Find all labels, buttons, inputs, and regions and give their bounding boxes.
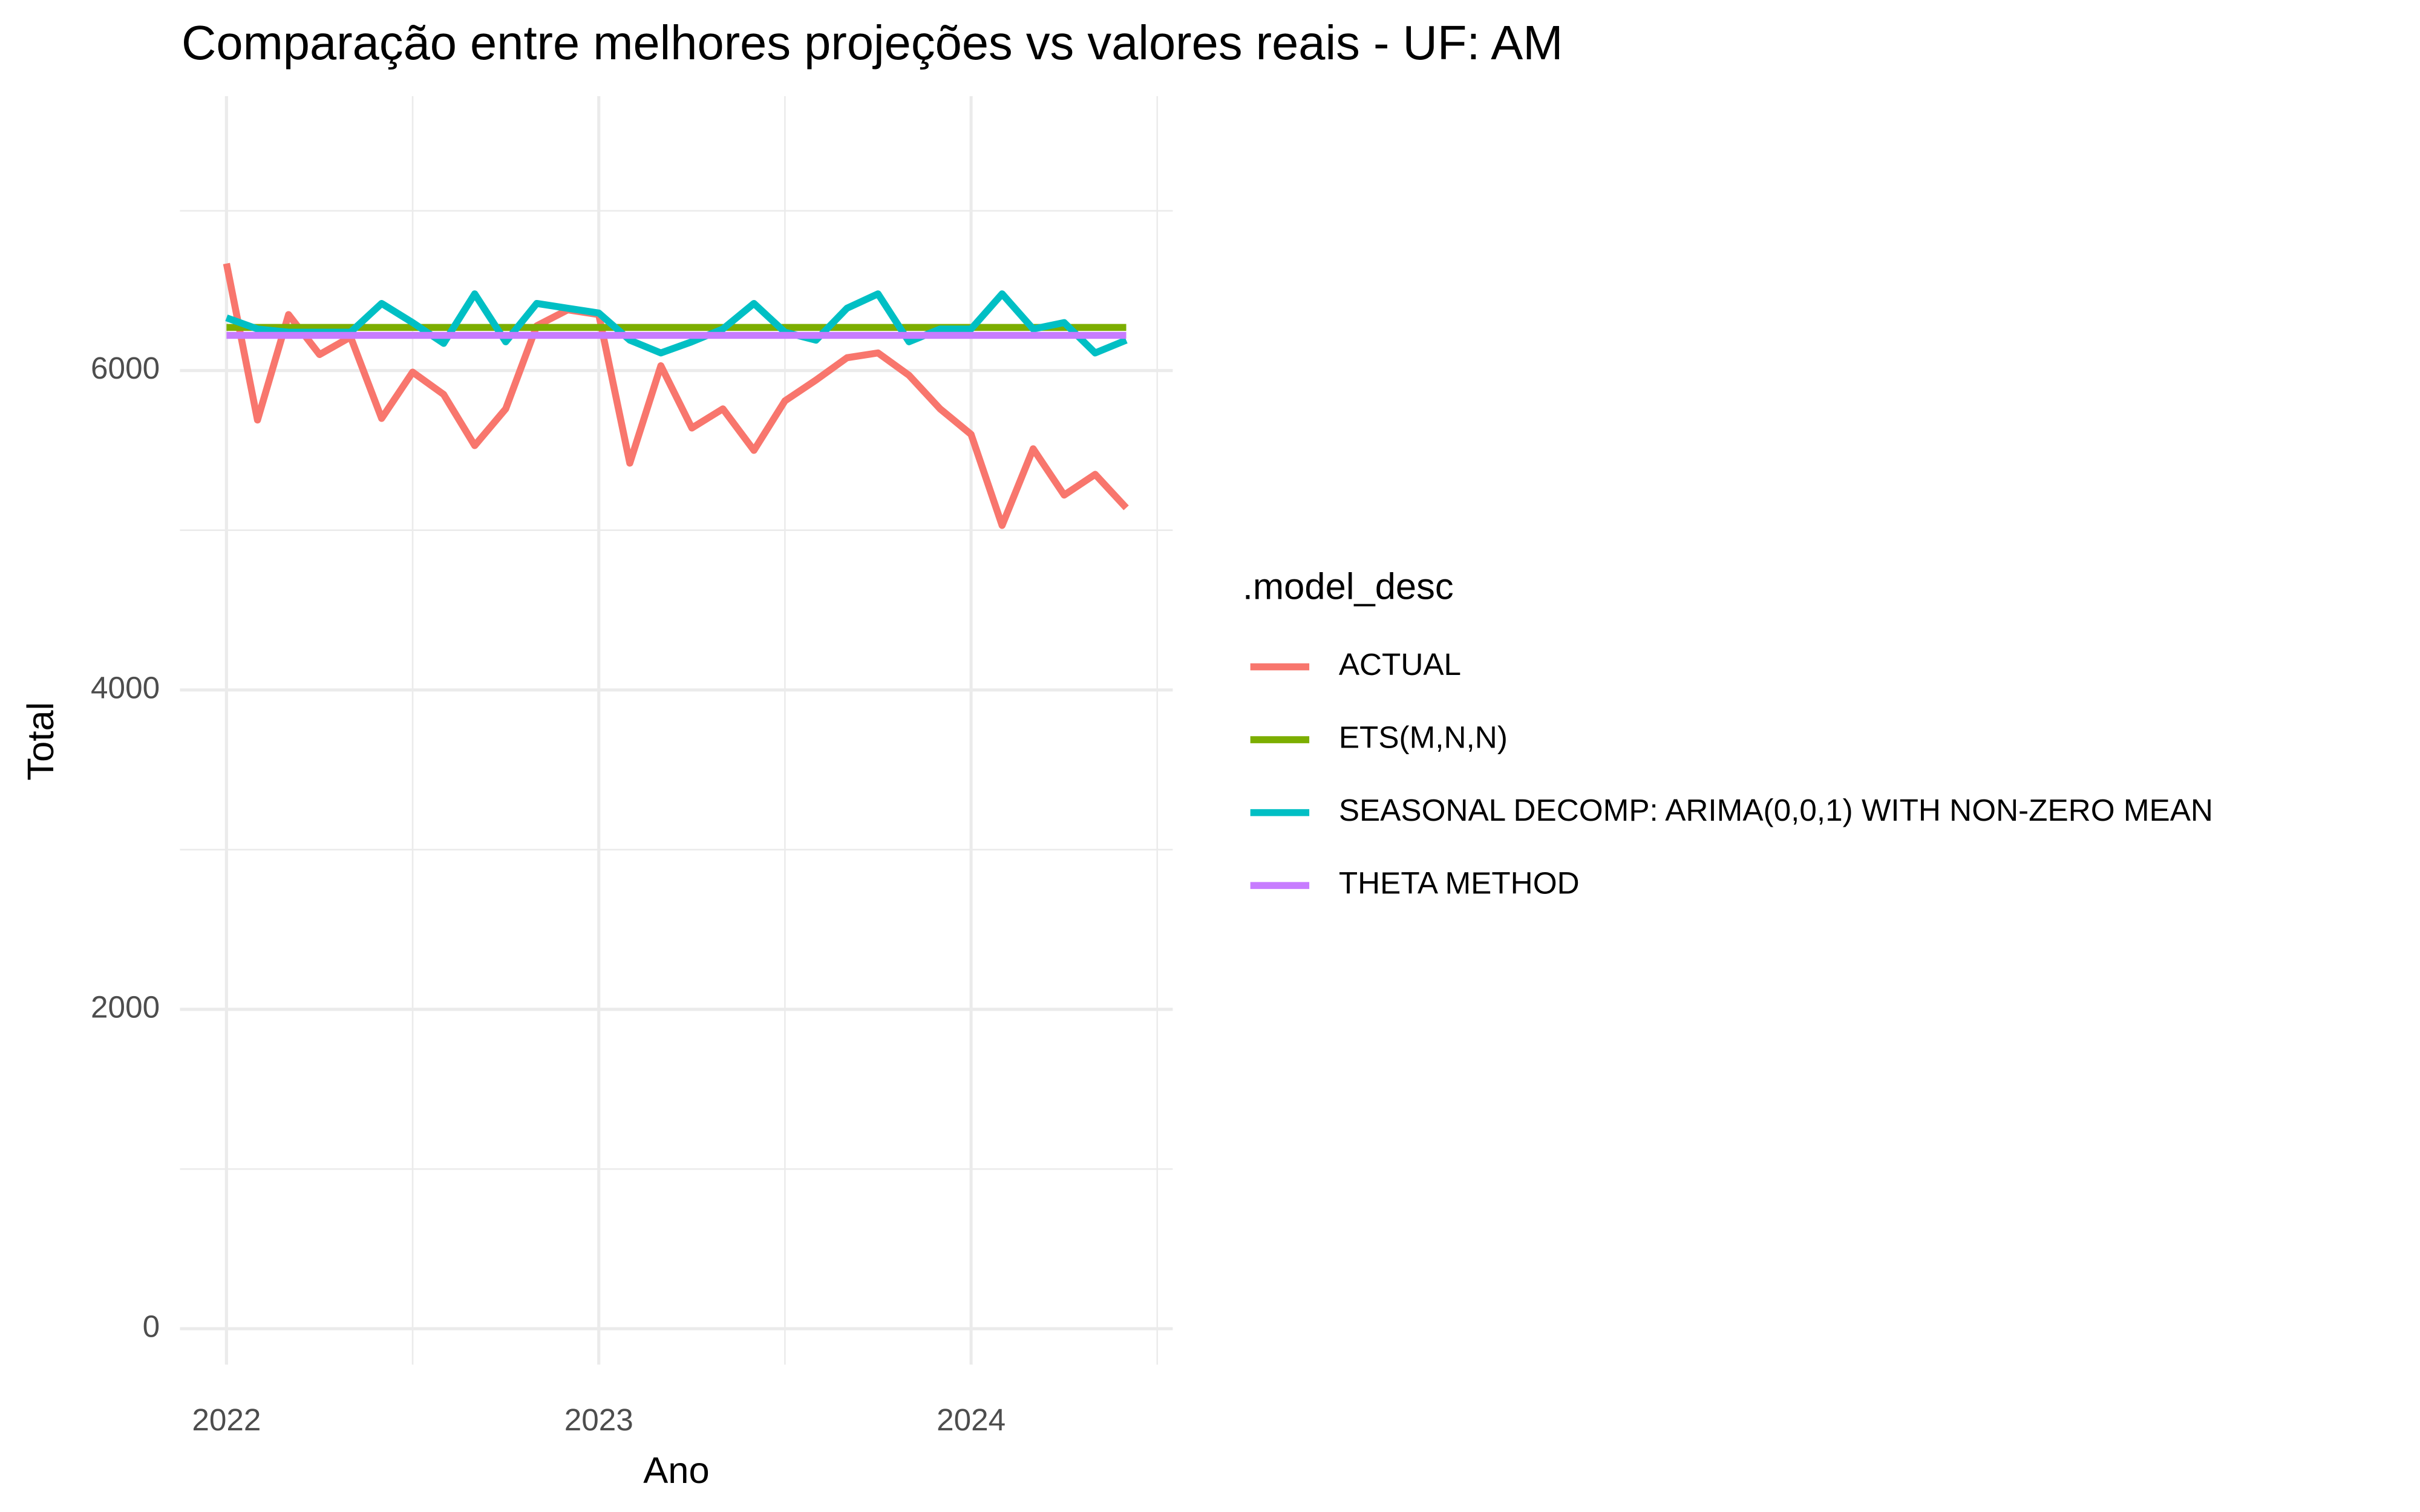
- x-tick-label: 2023: [564, 1403, 633, 1437]
- y-tick-label: 6000: [91, 351, 160, 385]
- legend-title: .model_desc: [1243, 566, 1454, 608]
- x-tick-label: 2024: [937, 1403, 1006, 1437]
- y-tick-label: 2000: [91, 989, 160, 1024]
- x-axis-title: Ano: [643, 1450, 709, 1491]
- legend-label: SEASONAL DECOMP: ARIMA(0,0,1) WITH NON-Z…: [1339, 793, 2213, 827]
- legend-label: ETS(M,N,N): [1339, 720, 1508, 755]
- y-tick-label: 0: [143, 1309, 160, 1344]
- legend-label: ACTUAL: [1339, 647, 1461, 682]
- series-line: [225, 290, 1128, 357]
- legend-label: THETA METHOD: [1339, 866, 1580, 901]
- y-axis-title: Total: [20, 702, 62, 781]
- x-tick-label: 2022: [192, 1403, 261, 1437]
- y-tick-label: 4000: [91, 670, 160, 705]
- chart-title: Comparação entre melhores projeções vs v…: [182, 16, 1563, 70]
- series-line: [223, 262, 1129, 529]
